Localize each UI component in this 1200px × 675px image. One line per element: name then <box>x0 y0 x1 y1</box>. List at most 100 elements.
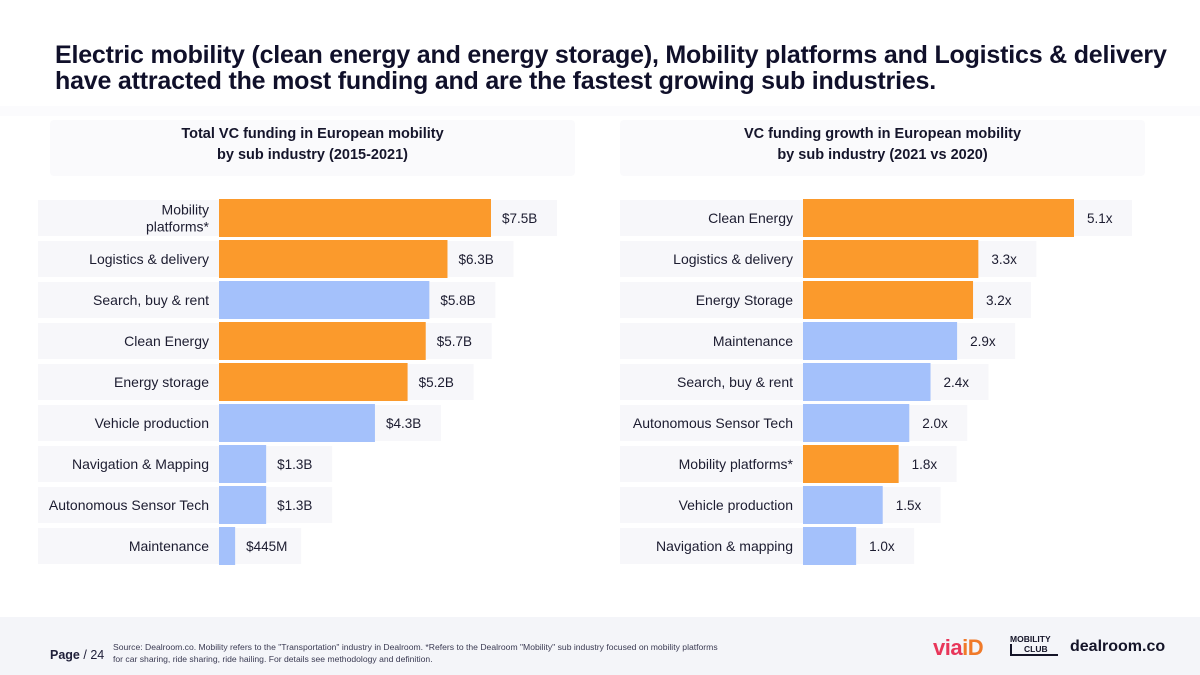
page-headline: Electric mobility (clean energy and ener… <box>55 41 1167 95</box>
band-divider <box>0 106 1200 116</box>
mobility-club-logo-line-1: MOBILITY <box>1010 634 1051 644</box>
category-label: Energy Storage <box>696 292 793 308</box>
viaid-logo-text: via <box>933 635 963 660</box>
category-label: Autonomous Sensor Tech <box>49 497 209 513</box>
bar <box>803 445 899 483</box>
bar <box>803 486 883 524</box>
category-label-line: Vehicle production <box>679 497 793 513</box>
chart-title-funding-growth: VC funding growth in European mobility b… <box>620 120 1145 176</box>
bar <box>219 445 267 483</box>
row-background <box>620 405 968 441</box>
category-label-line: Logistics & delivery <box>89 251 209 267</box>
page-label: Page <box>50 648 80 662</box>
chart-title-line-2: by sub industry (2015-2021) <box>217 147 408 163</box>
page-number: Page / 24 <box>50 648 104 662</box>
category-label: Vehicle production <box>95 415 209 431</box>
row-background <box>38 528 302 564</box>
category-label: Clean Energy <box>124 333 209 349</box>
bar <box>219 404 375 442</box>
value-label: 3.3x <box>991 252 1017 267</box>
category-label-line: Clean Energy <box>124 333 209 349</box>
category-label: Autonomous Sensor Tech <box>633 415 793 431</box>
value-label: 3.2x <box>986 293 1012 308</box>
value-label: $1.3B <box>277 457 312 472</box>
category-label: Logistics & delivery <box>89 251 209 267</box>
bar <box>803 281 974 319</box>
category-label-line: Energy storage <box>114 374 209 390</box>
bar <box>219 199 491 237</box>
footer: Page / 24 Source: Dealroom.co. Mobility … <box>0 617 1200 675</box>
bar <box>219 322 426 360</box>
category-label: Maintenance <box>713 333 793 349</box>
row-background <box>38 446 333 482</box>
value-label: $1.3B <box>277 498 312 513</box>
category-label-line: Search, buy & rent <box>93 292 209 308</box>
category-label: Navigation & mapping <box>656 538 793 554</box>
bar-chart-total-funding: Mobility platforms* $7.5B Logistics & deliv… <box>38 199 557 565</box>
category-label: Logistics & delivery <box>673 251 793 267</box>
bar <box>803 527 857 565</box>
value-label: $445M <box>246 539 287 554</box>
category-label-line: Mobility <box>162 202 209 218</box>
category-label: Clean Energy <box>708 210 793 226</box>
title-band: Electric mobility (clean energy and ener… <box>0 0 1200 106</box>
value-label: $5.7B <box>437 334 472 349</box>
bar <box>219 281 430 319</box>
value-label: 2.4x <box>944 375 970 390</box>
category-label: Mobility platforms* <box>679 456 794 472</box>
chart-title-line-2: by sub industry (2021 vs 2020) <box>777 147 988 163</box>
category-label: Maintenance <box>129 538 209 554</box>
viaid-logo-suffix: iD <box>962 635 984 660</box>
bar-chart-funding-growth: Clean Energy 5.1x Logistics & delivery 3.3x… <box>620 199 1132 565</box>
category-label: Search, buy & rent <box>93 292 209 308</box>
category-label-line: Energy Storage <box>696 292 793 308</box>
value-label: $7.5B <box>502 211 537 226</box>
bar <box>803 240 979 278</box>
category-label-line: Autonomous Sensor Tech <box>49 497 209 513</box>
category-label: Mobility platforms* <box>146 202 210 235</box>
value-label: 5.1x <box>1087 211 1113 226</box>
bar <box>803 322 958 360</box>
source-note: Source: Dealroom.co. Mobility refers to … <box>113 642 718 664</box>
category-label: Vehicle production <box>679 497 793 513</box>
chart-panel-funding-growth: VC funding growth in European mobility b… <box>600 110 1180 610</box>
bar <box>803 199 1074 237</box>
category-label-line: Navigation & Mapping <box>72 456 209 472</box>
value-label: 2.0x <box>922 416 948 431</box>
value-label: $4.3B <box>386 416 421 431</box>
value-label: $5.2B <box>419 375 454 390</box>
category-label-line: Logistics & delivery <box>673 251 793 267</box>
category-label-line: Search, buy & rent <box>677 374 793 390</box>
row-background <box>620 487 941 523</box>
value-label: 1.5x <box>896 498 922 513</box>
category-label: Search, buy & rent <box>677 374 793 390</box>
mobility-club-logo: MOBILITY CLUB <box>1010 634 1058 658</box>
mobility-club-logo-line-2: CLUB <box>1010 644 1058 656</box>
bar <box>219 527 236 565</box>
bar <box>219 240 448 278</box>
category-label-line: Navigation & mapping <box>656 538 793 554</box>
category-label-line: Clean Energy <box>708 210 793 226</box>
value-label: 1.8x <box>912 457 938 472</box>
category-label: Energy storage <box>114 374 209 390</box>
value-label: 1.0x <box>869 539 895 554</box>
category-label-line: Maintenance <box>713 333 793 349</box>
value-label: $5.8B <box>440 293 475 308</box>
category-label-line: platforms* <box>146 219 210 235</box>
row-background <box>38 487 333 523</box>
bar <box>219 363 408 401</box>
row-background <box>620 446 957 482</box>
chart-title-line-1: VC funding growth in European mobility <box>743 126 1022 142</box>
chart-panel-total-funding: Total VC funding in European mobility by… <box>10 110 590 610</box>
category-label-line: Mobility platforms* <box>679 456 794 472</box>
viaid-logo: viaiD <box>933 635 984 661</box>
bar <box>803 363 931 401</box>
category-label-line: Vehicle production <box>95 415 209 431</box>
category-label-line: Maintenance <box>129 538 209 554</box>
value-label: 2.9x <box>970 334 996 349</box>
bar <box>219 486 267 524</box>
page-count: / 24 <box>83 648 105 662</box>
chart-title-line-1: Total VC funding in European mobility <box>181 126 444 142</box>
category-label-line: Autonomous Sensor Tech <box>633 415 793 431</box>
category-label: Navigation & Mapping <box>72 456 209 472</box>
